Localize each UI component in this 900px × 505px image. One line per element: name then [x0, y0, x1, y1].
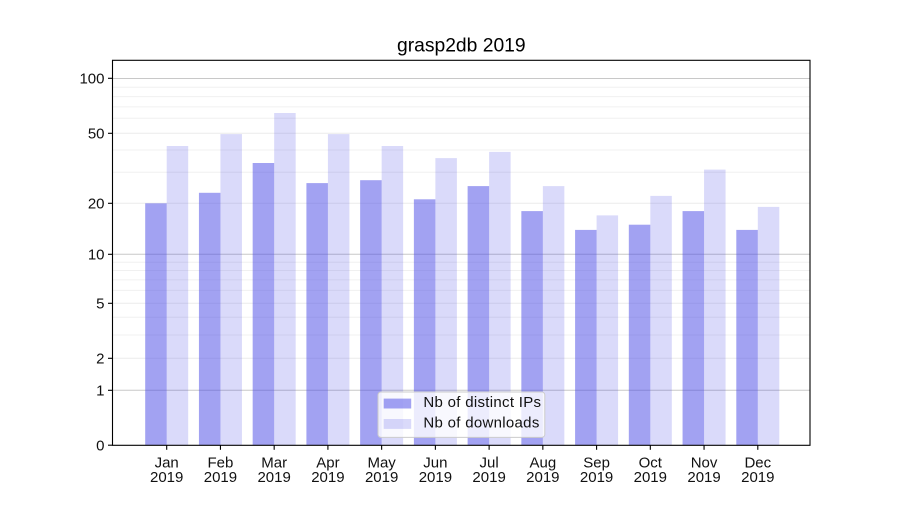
svg-text:10: 10: [88, 247, 105, 264]
svg-text:Jan: Jan: [155, 455, 179, 472]
svg-text:Mar: Mar: [261, 455, 287, 472]
svg-text:20: 20: [88, 196, 105, 213]
svg-text:2019: 2019: [150, 469, 183, 486]
svg-text:grasp2db 2019: grasp2db 2019: [397, 36, 526, 57]
svg-text:2019: 2019: [472, 469, 505, 486]
svg-text:Feb: Feb: [208, 455, 234, 472]
svg-text:1: 1: [96, 383, 104, 400]
svg-text:2019: 2019: [419, 469, 452, 486]
svg-text:Dec: Dec: [744, 455, 771, 472]
svg-text:2019: 2019: [741, 469, 774, 486]
svg-text:2019: 2019: [257, 469, 290, 486]
svg-text:100: 100: [79, 71, 104, 88]
svg-text:Aug: Aug: [529, 455, 556, 472]
svg-text:Jul: Jul: [480, 455, 499, 472]
svg-text:2019: 2019: [687, 469, 720, 486]
svg-text:Nb of downloads: Nb of downloads: [423, 414, 539, 431]
svg-text:2019: 2019: [526, 469, 559, 486]
svg-text:2019: 2019: [365, 469, 398, 486]
svg-text:Oct: Oct: [639, 455, 663, 472]
svg-text:2: 2: [96, 351, 104, 368]
svg-text:50: 50: [88, 126, 105, 143]
svg-text:2019: 2019: [311, 469, 344, 486]
svg-text:Jun: Jun: [423, 455, 447, 472]
svg-text:2019: 2019: [204, 469, 237, 486]
svg-text:May: May: [367, 455, 396, 472]
svg-text:Nov: Nov: [691, 455, 718, 472]
svg-text:2019: 2019: [580, 469, 613, 486]
svg-text:2019: 2019: [634, 469, 667, 486]
svg-text:0: 0: [96, 437, 104, 454]
svg-text:5: 5: [96, 296, 104, 313]
svg-text:Sep: Sep: [583, 455, 610, 472]
svg-text:Nb of distinct IPs: Nb of distinct IPs: [423, 394, 541, 411]
svg-text:Apr: Apr: [316, 455, 339, 472]
